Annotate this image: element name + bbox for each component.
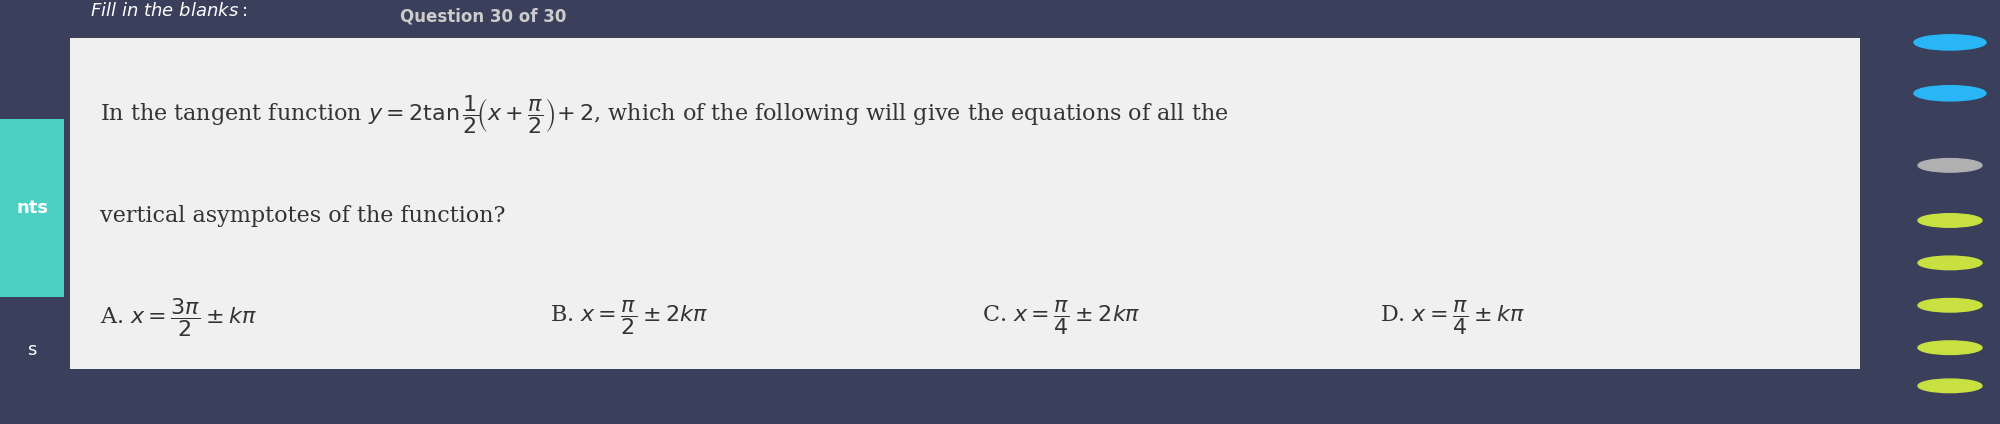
Circle shape xyxy=(1918,256,1982,270)
Text: Question 30 of 30: Question 30 of 30 xyxy=(400,8,566,26)
Circle shape xyxy=(1914,86,1986,101)
Circle shape xyxy=(1918,379,1982,393)
Circle shape xyxy=(1914,35,1986,50)
Circle shape xyxy=(1918,214,1982,227)
Circle shape xyxy=(1918,298,1982,312)
Text: nts: nts xyxy=(16,199,48,217)
Circle shape xyxy=(1918,159,1982,172)
Text: D. $x = \dfrac{\pi}{4} \pm k\pi$: D. $x = \dfrac{\pi}{4} \pm k\pi$ xyxy=(1380,298,1526,338)
FancyBboxPatch shape xyxy=(70,38,1860,369)
Text: $\mathit{Fill\ in\ the\ blanks:}$: $\mathit{Fill\ in\ the\ blanks:}$ xyxy=(90,2,248,20)
Text: C. $x = \dfrac{\pi}{4} \pm 2k\pi$: C. $x = \dfrac{\pi}{4} \pm 2k\pi$ xyxy=(982,298,1140,338)
Text: In the tangent function $y = 2\tan\dfrac{1}{2}\!\left(x + \dfrac{\pi}{2}\right)\: In the tangent function $y = 2\tan\dfrac… xyxy=(100,93,1228,136)
Text: s: s xyxy=(28,341,36,359)
Text: A. $x = \dfrac{3\pi}{2} \pm k\pi$: A. $x = \dfrac{3\pi}{2} \pm k\pi$ xyxy=(100,296,258,340)
Text: vertical asymptotes of the function?: vertical asymptotes of the function? xyxy=(100,205,506,227)
Text: B. $x = \dfrac{\pi}{2} \pm 2k\pi$: B. $x = \dfrac{\pi}{2} \pm 2k\pi$ xyxy=(550,298,708,338)
Circle shape xyxy=(1918,341,1982,354)
FancyBboxPatch shape xyxy=(0,119,64,297)
